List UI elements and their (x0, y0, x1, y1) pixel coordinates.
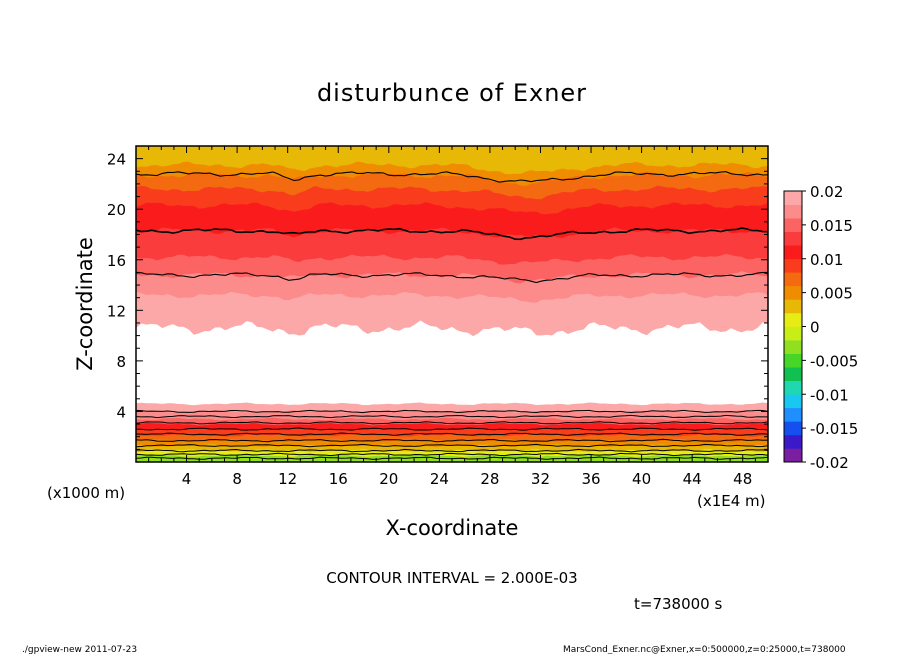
colorbar-swatch (784, 326, 802, 341)
plot-area (136, 146, 768, 462)
lower-contour-line (135, 409, 769, 414)
colorbar-swatch (784, 312, 802, 327)
upper-level-band (136, 146, 768, 175)
colorbar-swatch (784, 285, 802, 300)
colorbar-label: -0.01 (810, 386, 849, 404)
colorbar-label: 0.005 (810, 285, 853, 303)
colorbar-swatch (784, 204, 802, 219)
x-tick-label: 16 (329, 470, 348, 488)
lower-contour-line (135, 432, 769, 436)
x-tick-label: 36 (581, 470, 600, 488)
colorbar-label: 0.01 (810, 251, 843, 269)
colorbar-swatch (784, 191, 802, 205)
colorbar-label: 0 (810, 319, 820, 337)
colorbar-swatch (784, 218, 802, 232)
colorbar-swatch (784, 340, 802, 354)
y-tick-label: 16 (107, 252, 126, 270)
x-tick-label: 12 (278, 470, 297, 488)
colorbar-swatch (784, 367, 802, 381)
lower-contour-line (135, 427, 769, 431)
upper-contour-line (135, 171, 769, 183)
y-tick-label: 20 (107, 201, 126, 219)
contour-interval-text: CONTOUR INTERVAL = 2.000E-03 (326, 569, 577, 587)
x-tick-label: 20 (379, 470, 398, 488)
x-tick-label: 44 (683, 470, 702, 488)
upper-contour-line (135, 227, 769, 241)
colorbar-label: 0.02 (810, 183, 843, 201)
colorbar-swatch (784, 421, 802, 436)
lower-contour-line (135, 452, 769, 457)
colorbar-label: -0.02 (810, 454, 849, 472)
colorbar-swatch (784, 407, 802, 422)
colorbar-label: -0.005 (810, 352, 858, 370)
x-tick-label: 24 (430, 470, 449, 488)
footer-left: ./gpview-new 2011-07-23 (22, 645, 137, 654)
chart-title: disturbunce of Exner (317, 79, 587, 107)
lower-contour-line (135, 438, 769, 443)
footer-right: MarsCond_Exner.nc@Exner,x=0:500000,z=0:2… (563, 645, 846, 654)
colorbar-swatch (784, 299, 802, 314)
upper-contour-line (135, 271, 769, 284)
x-tick-label: 32 (531, 470, 550, 488)
time-label: t=738000 s (634, 595, 722, 613)
lower-contour-line (135, 421, 769, 425)
colorbar-swatch (784, 231, 802, 246)
colorbar-swatch (784, 258, 802, 273)
lower-contour-line (135, 443, 769, 448)
colorbar-swatch (784, 272, 802, 287)
y-tick-label: 4 (116, 403, 126, 421)
colorbar-swatch (784, 394, 802, 409)
colorbar-swatch (784, 245, 802, 260)
lower-contour-line (135, 414, 768, 419)
y-tick-label: 12 (107, 302, 126, 320)
y-tick-label: 24 (107, 151, 126, 169)
colorbar: 0.02 0.015 0.01 0.005 0 -0.005 -0.01 -0.015 -0.0… (783, 183, 858, 472)
y-tick-label: 8 (116, 353, 126, 371)
colorbar-swatch (784, 380, 802, 395)
x-tick-label: 28 (480, 470, 499, 488)
colorbar-label: 0.015 (810, 217, 853, 235)
x-tick-label: 48 (733, 470, 752, 488)
colorbar-swatch (784, 353, 802, 368)
x-tick-label: 8 (232, 470, 242, 488)
colorbar-swatch (784, 434, 802, 449)
colorbar-label: -0.015 (810, 420, 858, 438)
y-axis-label: Z-coordinate (73, 237, 97, 371)
colorbar-swatch (784, 448, 802, 463)
x-tick-label: 4 (182, 470, 192, 488)
x-unit-note: (x1E4 m) (697, 492, 766, 510)
x-tick-label: 40 (632, 470, 651, 488)
contour-lines (135, 171, 769, 460)
lower-contour-line (135, 448, 769, 453)
y-unit-note: (x1000 m) (47, 484, 125, 502)
x-axis-label: X-coordinate (386, 516, 519, 540)
